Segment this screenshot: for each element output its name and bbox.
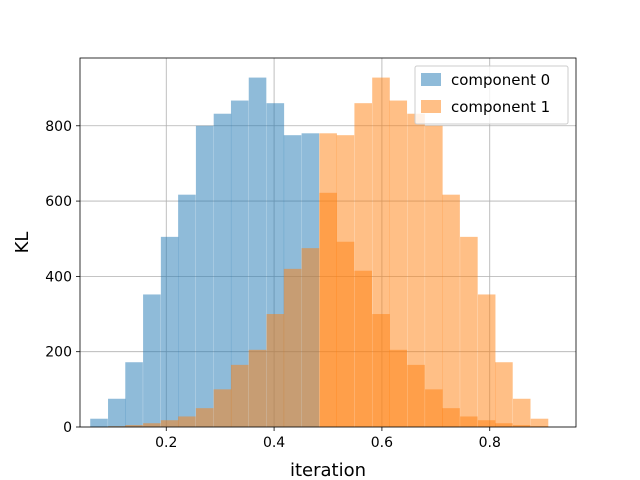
bar-series-2 xyxy=(319,133,337,427)
y-tick-label: 0 xyxy=(63,420,72,436)
bar-series-0 xyxy=(195,125,214,427)
bar-series-1 xyxy=(125,425,143,427)
bar-series-0 xyxy=(125,362,143,427)
bar-series-1 xyxy=(178,416,196,427)
legend-label-component-0: component 0 xyxy=(451,71,550,89)
bar-series-0 xyxy=(160,236,179,427)
bar-series-2 xyxy=(407,113,425,427)
bar-series-1 xyxy=(230,364,249,427)
bar-series-0 xyxy=(248,77,267,427)
bar-series-0 xyxy=(178,194,196,427)
bar-series-1 xyxy=(301,248,320,427)
bar-series-2 xyxy=(477,294,496,427)
bar-series-2 xyxy=(495,362,513,427)
histogram-bars xyxy=(90,77,549,428)
legend-box xyxy=(414,65,569,125)
bar-series-1 xyxy=(143,423,161,427)
x-tick-label: 0.2 xyxy=(155,435,177,451)
x-tick-label: 0.6 xyxy=(371,435,393,451)
bar-series-2 xyxy=(336,135,355,427)
legend: component 0 component 1 xyxy=(414,65,569,125)
bar-series-2 xyxy=(425,125,443,427)
y-axis-label: KL xyxy=(12,232,33,254)
x-axis-label: iteration xyxy=(290,460,366,480)
bar-series-1 xyxy=(248,349,267,427)
bar-series-2 xyxy=(512,398,531,427)
y-tick-label: 200 xyxy=(45,345,72,361)
y-tick-label: 600 xyxy=(45,194,72,210)
axis-ticks: 0.2 0.4 0.6 0.8 0 200 400 600 800 xyxy=(45,119,501,451)
bar-series-0 xyxy=(108,398,126,427)
bar-series-0 xyxy=(230,100,249,427)
legend-swatch-component-1 xyxy=(421,100,441,113)
legend-swatch-component-0 xyxy=(421,73,441,86)
bar-series-2 xyxy=(389,100,408,427)
bar-series-1 xyxy=(266,314,285,427)
bar-series-2 xyxy=(372,77,390,427)
bar-series-2 xyxy=(460,236,478,427)
bar-series-1 xyxy=(160,420,179,427)
y-tick-label: 800 xyxy=(45,119,72,135)
bar-series-0 xyxy=(143,294,161,427)
legend-label-component-1: component 1 xyxy=(451,98,550,116)
x-tick-label: 0.8 xyxy=(479,435,501,451)
bar-series-2 xyxy=(354,103,372,428)
bar-series-2 xyxy=(530,418,549,427)
bar-series-2 xyxy=(442,194,460,427)
bar-series-1 xyxy=(195,408,214,427)
bar-series-0 xyxy=(90,418,108,427)
x-tick-label: 0.4 xyxy=(263,435,285,451)
plot-frame xyxy=(79,57,577,428)
bar-series-0 xyxy=(213,113,232,427)
y-tick-label: 400 xyxy=(45,269,72,285)
bar-series-1 xyxy=(213,389,232,427)
bar-series-1 xyxy=(283,268,302,427)
